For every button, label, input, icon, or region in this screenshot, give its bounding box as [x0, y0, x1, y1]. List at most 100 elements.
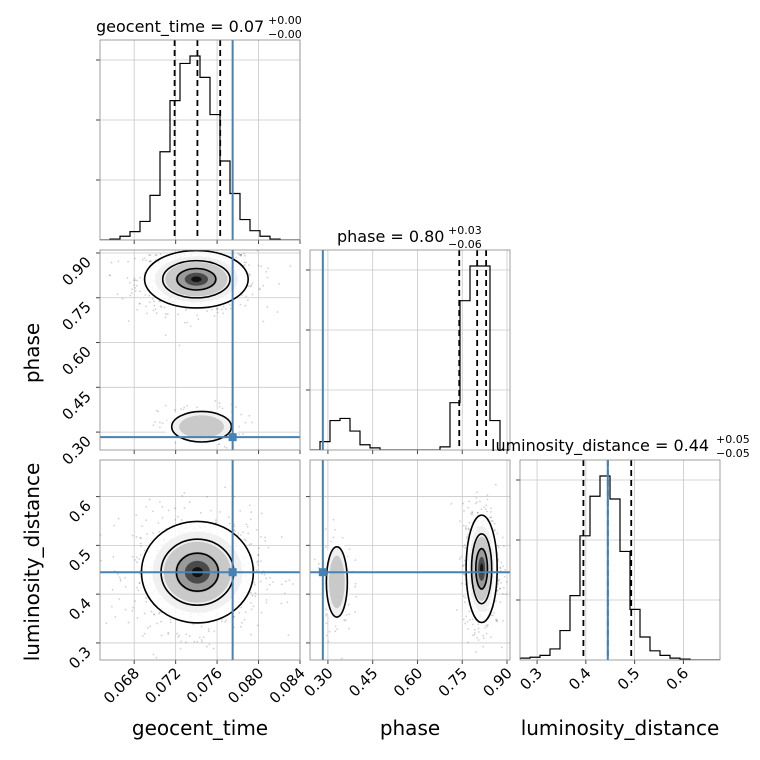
sample-point [143, 549, 146, 552]
sample-point [239, 254, 242, 257]
sample-point [505, 593, 507, 596]
sample-point [464, 622, 467, 625]
sample-point [244, 611, 247, 614]
sample-point [211, 308, 213, 311]
sample-point [243, 252, 245, 255]
sample-point [354, 559, 357, 561]
sample-point [160, 306, 163, 308]
sample-point [286, 601, 289, 604]
sample-point [218, 405, 221, 408]
sample-point [173, 409, 176, 411]
y-tick-label: 0.6 [65, 497, 95, 527]
hist-content [310, 250, 510, 450]
sample-point [473, 633, 476, 636]
sample-point [145, 600, 148, 603]
contour-line [176, 267, 217, 291]
sample-point [135, 561, 138, 564]
sample-point [159, 253, 162, 256]
sample-point [159, 300, 162, 303]
sample-point [500, 581, 503, 584]
sample-point [468, 618, 471, 621]
x-tick-label: 0.5 [614, 664, 644, 694]
sample-point [143, 612, 146, 615]
y-tick-label: 0.4 [65, 594, 95, 624]
sample-point [500, 561, 503, 564]
sample-point [458, 558, 461, 560]
sample-point [127, 260, 129, 263]
sample-point [160, 634, 163, 637]
sample-point [145, 505, 147, 508]
sample-point [249, 285, 251, 287]
sample-point [499, 601, 502, 604]
sample-point [197, 318, 200, 321]
sample-point [143, 632, 146, 635]
sample-point [136, 586, 138, 589]
sample-point [248, 274, 251, 277]
sample-point [348, 613, 351, 616]
sample-point [463, 544, 466, 547]
sample-point [496, 619, 498, 622]
sample-point [181, 247, 183, 249]
sample-point [262, 284, 265, 287]
sample-point [214, 519, 217, 522]
density-level [328, 555, 345, 609]
sample-point [484, 626, 487, 629]
sample-point [265, 270, 268, 273]
sample-point [280, 602, 283, 605]
sample-point [242, 531, 244, 534]
sample-point [483, 506, 485, 509]
sample-point [150, 610, 153, 613]
sample-point [160, 243, 162, 245]
x-tick-label: 0.3 [516, 664, 546, 694]
sample-point [341, 536, 344, 539]
sample-point [332, 518, 335, 521]
contour-line [465, 514, 498, 624]
sample-point [503, 575, 506, 578]
sample-point [490, 510, 492, 513]
sample-point [112, 556, 115, 558]
hist-content [100, 40, 300, 240]
truth-marker [228, 433, 237, 442]
sample-point [133, 277, 136, 280]
sample-point [199, 511, 202, 514]
sample-point [158, 426, 161, 429]
sample-point [476, 637, 478, 639]
scatter-content [310, 460, 510, 660]
sample-point [467, 533, 470, 536]
sample-point [158, 421, 161, 424]
panel-border [99, 39, 301, 241]
sample-point [145, 597, 148, 599]
sample-point [257, 553, 260, 556]
sample-point [250, 283, 253, 286]
sample-point [247, 299, 249, 302]
sample-point [465, 528, 467, 531]
sample-point [471, 634, 474, 637]
sample-point [463, 573, 466, 576]
sample-point [200, 639, 203, 641]
sample-point [455, 608, 458, 611]
sample-point [471, 618, 474, 621]
sample-point [134, 290, 137, 292]
sample-point [198, 636, 201, 639]
x-tick-label: 0.072 [141, 664, 184, 707]
sample-point [225, 446, 228, 449]
sample-point [111, 605, 113, 608]
sample-point [484, 508, 487, 511]
sample-point [117, 260, 120, 263]
sample-point [134, 287, 136, 289]
sample-point [461, 545, 464, 548]
sample-point [213, 315, 216, 318]
sample-point [245, 523, 248, 526]
sample-point [499, 567, 502, 570]
sample-point [343, 619, 346, 622]
sample-point [263, 573, 266, 576]
sample-point [158, 611, 161, 614]
sample-point [468, 610, 471, 613]
sample-point [184, 245, 186, 247]
sample-point [251, 282, 254, 284]
sample-point [347, 603, 350, 606]
sample-point [464, 527, 467, 529]
sample-point [164, 316, 167, 319]
sample-point [244, 421, 247, 424]
sample-point [332, 536, 335, 539]
